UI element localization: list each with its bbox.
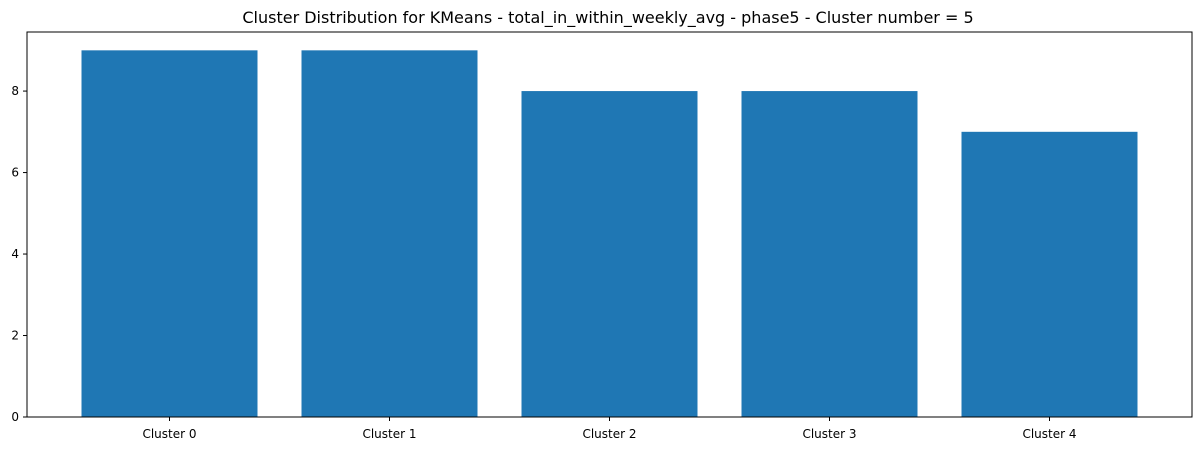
x-tick-label: Cluster 4 xyxy=(1022,427,1076,441)
chart-title: Cluster Distribution for KMeans - total_… xyxy=(242,8,973,28)
x-tick-label: Cluster 2 xyxy=(582,427,636,441)
plot-frame xyxy=(26,31,1193,418)
bar-cluster-3 xyxy=(741,91,918,418)
x-tick-label: Cluster 0 xyxy=(142,427,196,441)
bar-cluster-2 xyxy=(521,91,698,418)
y-tick-label: 4 xyxy=(11,247,19,261)
bar-cluster-4 xyxy=(961,131,1138,417)
bars-layer xyxy=(81,50,1138,418)
y-tick-label: 2 xyxy=(11,329,19,343)
bar-cluster-1 xyxy=(301,50,478,417)
y-tick-label: 0 xyxy=(11,410,19,424)
x-tick-label: Cluster 3 xyxy=(802,427,856,441)
axes-layer: Cluster 0 Cluster 1 Cluster 2 Cluster 3 Clus… xyxy=(11,84,1076,441)
y-tick-label: 8 xyxy=(11,84,19,98)
x-tick-label: Cluster 1 xyxy=(362,427,416,441)
y-tick-label: 6 xyxy=(11,166,19,180)
bar-cluster-0 xyxy=(81,50,258,417)
